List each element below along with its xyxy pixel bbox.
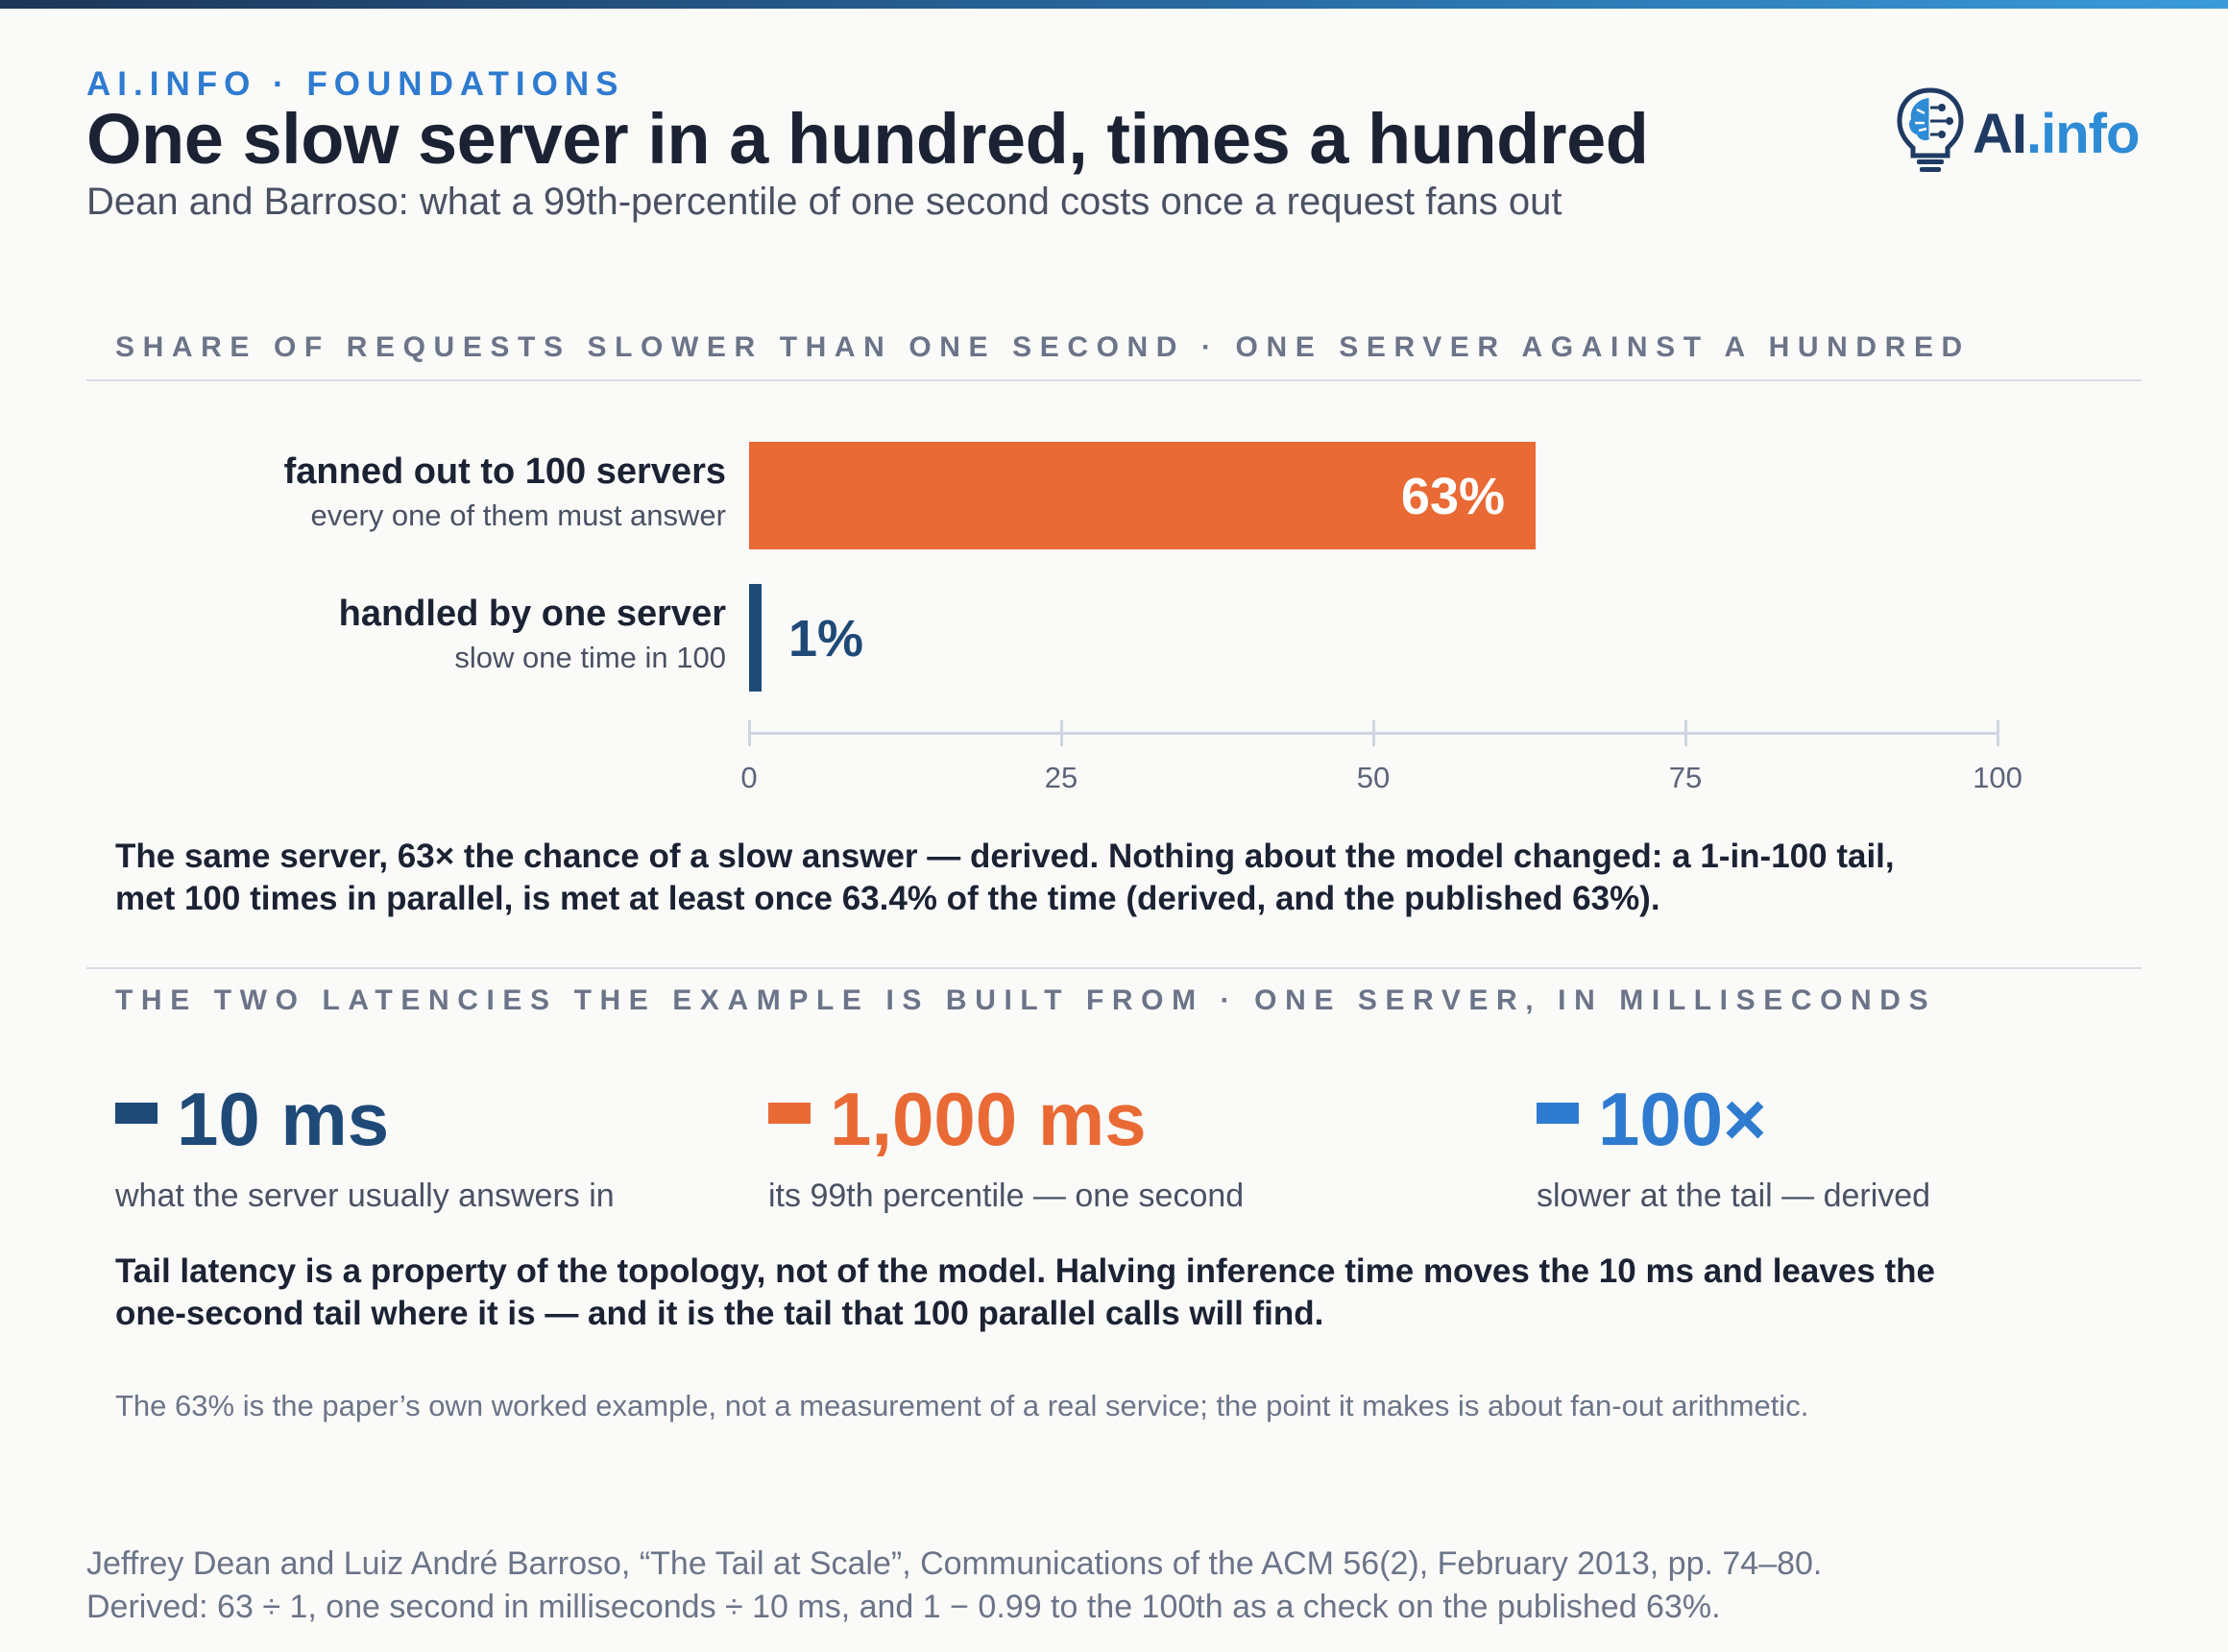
bar-sublabel: every one of them must answer <box>310 498 726 532</box>
stat-swatch <box>1537 1103 1579 1124</box>
bar-label: fanned out to 100 servers every one of t… <box>284 451 726 533</box>
stat-swatch <box>115 1103 157 1124</box>
stat-value: 10 ms <box>177 1077 390 1161</box>
x-axis-tick-label: 75 <box>1668 761 1703 794</box>
source-citation: Jeffrey Dean and Luiz André Barroso, “Th… <box>86 1543 1822 1629</box>
horizontal-bar-chart: fanned out to 100 servers every one of t… <box>0 423 2228 807</box>
derivation-line: Derived: 63 ÷ 1, one second in milliseco… <box>86 1589 1721 1625</box>
kicker: AI.INFO · FOUNDATIONS <box>86 65 625 103</box>
lightbulb-brain-icon <box>1897 87 1964 172</box>
divider <box>86 379 2142 381</box>
x-axis-tick <box>1372 720 1375 746</box>
ai-info-logo: AI.info <box>1892 85 2143 177</box>
x-axis-tick <box>1060 720 1063 746</box>
bar-value-label: 1% <box>788 610 864 668</box>
stat-value: 1,000 ms <box>830 1077 1147 1161</box>
bar-fanned-out <box>749 442 1536 549</box>
x-axis-tick <box>1997 720 1999 746</box>
bar-label: handled by one server slow one time in 1… <box>339 594 726 675</box>
logo-text-ai: AI <box>1973 103 2027 165</box>
logo-text-info: .info <box>2026 103 2140 165</box>
chart-caption: The same server, 63× the chance of a slo… <box>115 838 1895 917</box>
chart-section-heading: SHARE OF REQUESTS SLOWER THAN ONE SECOND… <box>115 331 1971 363</box>
x-axis-tick <box>1684 720 1687 746</box>
x-axis-tick-label: 25 <box>1044 761 1078 794</box>
bar-value-label: 63% <box>1400 468 1505 525</box>
x-axis-tick <box>748 720 751 746</box>
latency-section-heading: THE TWO LATENCIES THE EXAMPLE IS BUILT F… <box>115 984 1937 1016</box>
page-title: One slow server in a hundred, times a hu… <box>86 99 1649 179</box>
bar-sublabel: slow one time in 100 <box>454 641 726 674</box>
page-subtitle: Dean and Barroso: what a 99th-percentile… <box>86 181 1562 223</box>
takeaway-text: Tail latency is a property of the topolo… <box>115 1252 1935 1332</box>
top-accent-bar <box>0 0 2228 9</box>
bar-category-label: fanned out to 100 servers <box>283 451 726 492</box>
divider <box>86 967 2142 969</box>
bar-single-server <box>749 584 762 692</box>
x-axis-tick-label: 0 <box>740 761 758 794</box>
logo-wordmark: AI.info <box>1973 102 2140 166</box>
stat-label: what the server usually answers in <box>115 1178 615 1214</box>
x-axis-tick-label: 100 <box>1973 761 2022 794</box>
stat-label: slower at the tail — derived <box>1537 1178 1931 1214</box>
stat-value: 100× <box>1598 1077 1767 1161</box>
bar-category-label: handled by one server <box>338 594 726 634</box>
citation-line: Jeffrey Dean and Luiz André Barroso, “Th… <box>86 1545 1823 1582</box>
footnote: The 63% is the paper’s own worked exampl… <box>115 1389 1809 1422</box>
stat-label: its 99th percentile — one second <box>768 1178 1245 1214</box>
stat-swatch <box>768 1103 811 1124</box>
x-axis-tick-label: 50 <box>1356 761 1391 794</box>
